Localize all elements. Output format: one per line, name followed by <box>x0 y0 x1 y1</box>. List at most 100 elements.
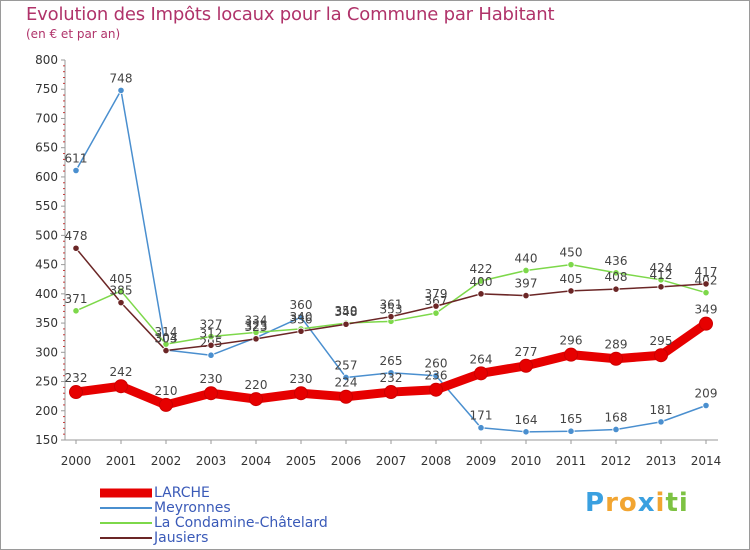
data-label-larche: 232 <box>65 371 88 385</box>
data-point-meyronnes <box>657 418 665 426</box>
data-label-meyronnes: 171 <box>470 409 493 423</box>
data-label-jausiers: 408 <box>605 270 628 284</box>
legend-item-jausiers: Jausiers <box>100 531 208 545</box>
x-tick-label: 2008 <box>421 454 452 468</box>
y-tick-label: 200 <box>35 404 58 418</box>
data-point-jausiers <box>567 287 575 295</box>
x-tick-label: 2004 <box>241 454 272 468</box>
data-label-la-condamine-chatelard: 450 <box>560 246 583 260</box>
data-label-jausiers: 336 <box>290 312 313 326</box>
x-tick-label: 2007 <box>376 454 407 468</box>
data-point-jausiers <box>612 285 620 293</box>
data-point-larche <box>294 386 308 401</box>
data-label-meyronnes: 748 <box>110 71 133 85</box>
data-point-larche <box>609 351 623 366</box>
data-point-meyronnes <box>117 86 125 95</box>
data-point-la-condamine-chatelard <box>612 269 620 277</box>
y-tick-label: 750 <box>35 82 58 96</box>
data-label-larche: 295 <box>650 334 673 348</box>
data-label-la-condamine-chatelard: 327 <box>200 318 223 332</box>
y-tick-label: 500 <box>35 228 58 242</box>
data-point-jausiers <box>657 283 665 291</box>
legend-item-larche: LARCHE <box>100 486 210 500</box>
legend-item-meyronnes: Meyronnes <box>100 501 231 515</box>
data-point-meyronnes <box>72 166 80 175</box>
data-label-meyronnes: 360 <box>290 298 313 312</box>
data-label-meyronnes: 265 <box>380 354 403 368</box>
data-point-meyronnes <box>567 427 575 435</box>
y-tick-label: 150 <box>35 433 58 447</box>
data-point-la-condamine-chatelard <box>522 266 530 275</box>
data-point-meyronnes <box>702 401 710 410</box>
x-tick-label: 2006 <box>331 454 362 468</box>
data-point-meyronnes <box>387 369 395 377</box>
chart-title: Evolution des Impôts locaux pour la Comm… <box>26 4 555 25</box>
data-label-meyronnes: 181 <box>650 403 673 417</box>
chart-subtitle: (en € et par an) <box>26 27 121 41</box>
data-label-larche: 224 <box>335 376 358 390</box>
data-point-jausiers <box>342 320 350 328</box>
data-label-larche: 230 <box>200 372 223 386</box>
data-label-jausiers: 405 <box>560 272 583 286</box>
x-tick-label: 2013 <box>646 454 677 468</box>
data-point-larche <box>699 316 713 331</box>
legend-label-meyronnes: Meyronnes <box>154 500 231 516</box>
data-label-jausiers: 379 <box>425 287 448 301</box>
y-tick-label: 450 <box>35 258 58 272</box>
data-point-larche <box>114 379 128 394</box>
data-point-larche <box>249 392 263 407</box>
data-point-jausiers <box>72 244 80 252</box>
data-label-la-condamine-chatelard: 422 <box>470 262 493 276</box>
x-tick-label: 2002 <box>151 454 182 468</box>
data-point-jausiers <box>117 299 125 307</box>
data-label-larche: 277 <box>515 345 538 359</box>
data-point-jausiers <box>252 335 260 343</box>
data-label-larche: 210 <box>155 384 178 398</box>
data-point-meyronnes <box>477 424 485 432</box>
y-tick-label: 400 <box>35 287 58 301</box>
data-label-meyronnes: 168 <box>605 410 628 424</box>
data-point-larche <box>69 385 83 400</box>
data-label-meyronnes: 257 <box>335 358 358 372</box>
x-tick-label: 2000 <box>61 454 92 468</box>
data-label-meyronnes: 165 <box>560 412 583 426</box>
data-label-meyronnes: 325 <box>245 319 268 333</box>
data-point-larche <box>384 385 398 400</box>
data-point-la-condamine-chatelard <box>702 289 710 297</box>
data-label-jausiers: 312 <box>200 326 223 340</box>
data-label-larche: 296 <box>560 334 583 348</box>
y-tick-label: 300 <box>35 345 58 359</box>
data-label-jausiers: 417 <box>695 265 718 279</box>
data-point-jausiers <box>522 291 530 300</box>
data-point-jausiers <box>432 302 440 310</box>
legend-swatch-larche <box>100 488 152 498</box>
data-point-larche <box>204 386 218 401</box>
y-tick-label: 350 <box>35 316 58 330</box>
data-point-jausiers <box>297 327 305 335</box>
data-point-meyronnes <box>342 373 350 382</box>
x-tick-label: 2003 <box>196 454 227 468</box>
proxiti-logo: Proxiti <box>585 488 689 518</box>
x-tick-label: 2009 <box>466 454 497 468</box>
data-label-meyronnes: 611 <box>65 151 88 165</box>
data-point-larche <box>519 358 533 373</box>
y-tick-label: 650 <box>35 141 58 155</box>
data-label-la-condamine-chatelard: 405 <box>110 272 133 286</box>
legend-label-larche: LARCHE <box>154 485 210 501</box>
data-label-meyronnes: 209 <box>695 387 718 401</box>
data-point-jausiers <box>162 346 170 355</box>
data-label-jausiers: 348 <box>335 305 358 319</box>
data-point-la-condamine-chatelard <box>207 332 215 341</box>
y-tick-label: 600 <box>35 170 58 184</box>
data-label-meyronnes: 304 <box>155 331 178 345</box>
y-tick-label: 550 <box>35 199 58 213</box>
data-label-la-condamine-chatelard: 350 <box>335 304 358 318</box>
data-label-larche: 230 <box>290 372 313 386</box>
data-label-jausiers: 361 <box>380 298 403 312</box>
logo-letter: r <box>605 488 619 518</box>
x-tick-label: 2005 <box>286 454 317 468</box>
legend-swatch-meyronnes <box>100 507 152 509</box>
logo-letter: x <box>637 488 656 518</box>
